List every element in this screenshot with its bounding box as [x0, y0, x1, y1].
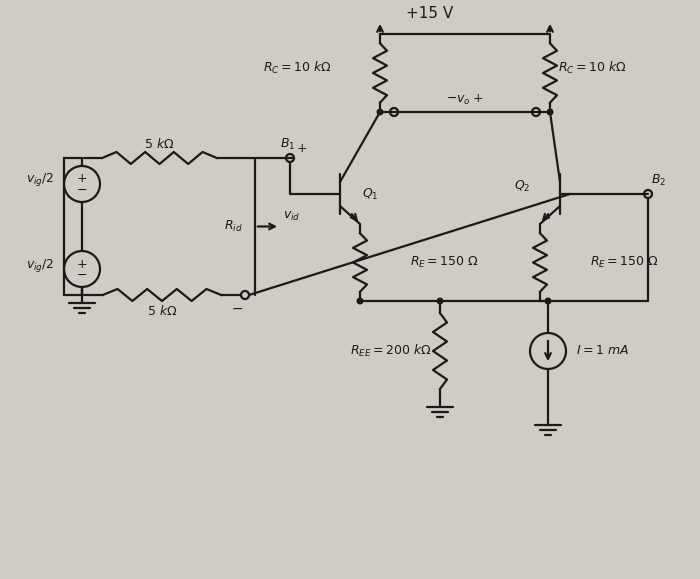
Text: $R_{EE} = 200\ k\Omega$: $R_{EE} = 200\ k\Omega$ — [350, 343, 432, 359]
Text: $Q_1$: $Q_1$ — [362, 186, 379, 201]
Text: +15 V: +15 V — [407, 5, 454, 20]
Circle shape — [377, 109, 383, 115]
Text: $5\ k\Omega$: $5\ k\Omega$ — [144, 137, 175, 151]
Text: $- v_o +$: $- v_o +$ — [447, 93, 484, 107]
Text: $R_{id}$: $R_{id}$ — [224, 219, 243, 234]
Circle shape — [357, 298, 363, 304]
Text: $R_E = 150\ \Omega$: $R_E = 150\ \Omega$ — [590, 255, 659, 270]
Text: +: + — [77, 258, 88, 270]
Circle shape — [547, 109, 553, 115]
Circle shape — [438, 298, 443, 304]
Text: −: − — [77, 184, 88, 196]
Circle shape — [545, 298, 551, 304]
Text: +: + — [297, 142, 307, 156]
Text: −: − — [231, 302, 243, 316]
Text: $I = 1\ mA$: $I = 1\ mA$ — [576, 345, 629, 357]
Text: $Q_2$: $Q_2$ — [514, 178, 530, 193]
Text: +: + — [77, 173, 88, 185]
Text: $v_{ig}/2$: $v_{ig}/2$ — [26, 171, 54, 189]
Text: $B_1$: $B_1$ — [280, 137, 295, 152]
Text: $R_C = 10\ k\Omega$: $R_C = 10\ k\Omega$ — [263, 60, 332, 76]
Text: $5\ k\Omega$: $5\ k\Omega$ — [147, 304, 177, 318]
Text: $v_{id}$: $v_{id}$ — [283, 210, 300, 223]
Text: $R_E = 150\ \Omega$: $R_E = 150\ \Omega$ — [410, 255, 479, 270]
Text: −: − — [77, 269, 88, 281]
Text: $B_2$: $B_2$ — [651, 173, 666, 188]
Text: $v_{ig}/2$: $v_{ig}/2$ — [26, 256, 54, 273]
Text: $R_C = 10\ k\Omega$: $R_C = 10\ k\Omega$ — [558, 60, 626, 76]
